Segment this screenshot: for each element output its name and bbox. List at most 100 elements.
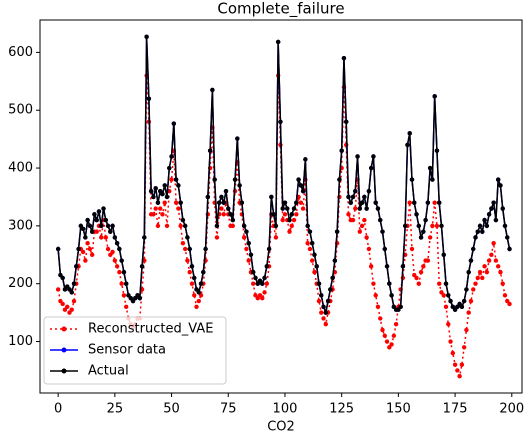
data-point [489,252,494,257]
data-point [291,217,297,223]
data-point [121,269,127,275]
data-point [507,246,512,252]
data-point [139,264,145,269]
x-tick-label: 75 [220,402,237,417]
data-point [137,295,143,301]
x-tick-label: 25 [107,402,124,417]
data-point [94,229,99,234]
data-point [112,235,118,240]
data-point [398,304,403,310]
data-point [416,223,421,229]
data-point [405,142,410,148]
data-point [205,194,211,200]
data-point [285,206,290,211]
data-point [364,235,369,240]
data-point [416,281,421,286]
data-point [264,281,270,286]
data-point [418,269,424,275]
data-point [80,226,86,231]
data-point [282,200,288,205]
data-point [83,235,88,240]
data-point [466,269,471,275]
data-point [443,304,449,310]
data-point [439,223,444,229]
data-point [348,200,353,205]
data-point [425,200,431,205]
legend-marker [61,368,67,374]
x-axis-label: CO2 [267,420,295,435]
data-point [180,241,186,246]
data-point [176,206,181,211]
data-point [289,223,294,229]
data-point [110,249,115,255]
data-point [432,94,437,99]
data-point [114,264,120,269]
data-point [418,235,424,240]
data-point [373,200,378,205]
data-point [266,246,272,252]
data-point [448,298,453,304]
x-tick-label: 150 [386,402,411,417]
data-point [427,165,433,171]
data-point [409,246,415,252]
legend-label: Reconstructed_VAE [88,322,213,337]
legend-marker [61,326,67,332]
data-point [155,223,161,229]
data-point [307,229,313,234]
y-tick-label: 400 [8,161,33,176]
data-point [357,229,363,234]
data-point [262,275,267,281]
data-point [337,177,342,182]
data-point [264,264,270,269]
data-point [498,269,503,275]
data-point [482,217,487,223]
data-point [441,293,446,298]
data-point [216,200,222,205]
data-point [251,269,256,275]
data-point [437,281,442,286]
legend-label: Sensor data [88,343,166,358]
data-point [446,293,451,298]
data-point [323,310,328,315]
data-point [477,269,483,275]
data-point [105,246,111,252]
data-point [221,212,226,217]
data-point [459,362,465,367]
data-point [457,374,462,379]
data-point [55,287,61,292]
data-point [402,223,408,229]
data-point [110,223,115,229]
data-point [495,177,501,182]
data-point [298,200,304,205]
data-point [461,345,467,350]
data-point [495,264,501,269]
data-point [334,229,340,234]
data-point [312,269,317,275]
data-point [448,339,453,344]
y-tick-label: 300 [8,218,33,233]
data-point [309,258,315,263]
data-point [87,223,93,229]
data-point [117,246,122,252]
data-point [280,217,285,223]
data-point [350,217,356,223]
data-point [486,212,492,217]
data-point [92,212,97,217]
data-point [464,287,469,292]
data-point [160,212,165,217]
data-point [344,119,349,124]
data-point [502,223,508,229]
data-point [493,258,499,263]
data-point [332,258,338,263]
data-point [407,131,412,136]
data-point [180,217,186,223]
data-point [378,217,383,223]
data-point [223,188,229,194]
data-point [391,333,397,338]
axes-frame [39,19,523,394]
data-point [393,321,399,327]
data-point [210,87,215,93]
data-point [123,281,129,286]
data-point [71,298,77,304]
